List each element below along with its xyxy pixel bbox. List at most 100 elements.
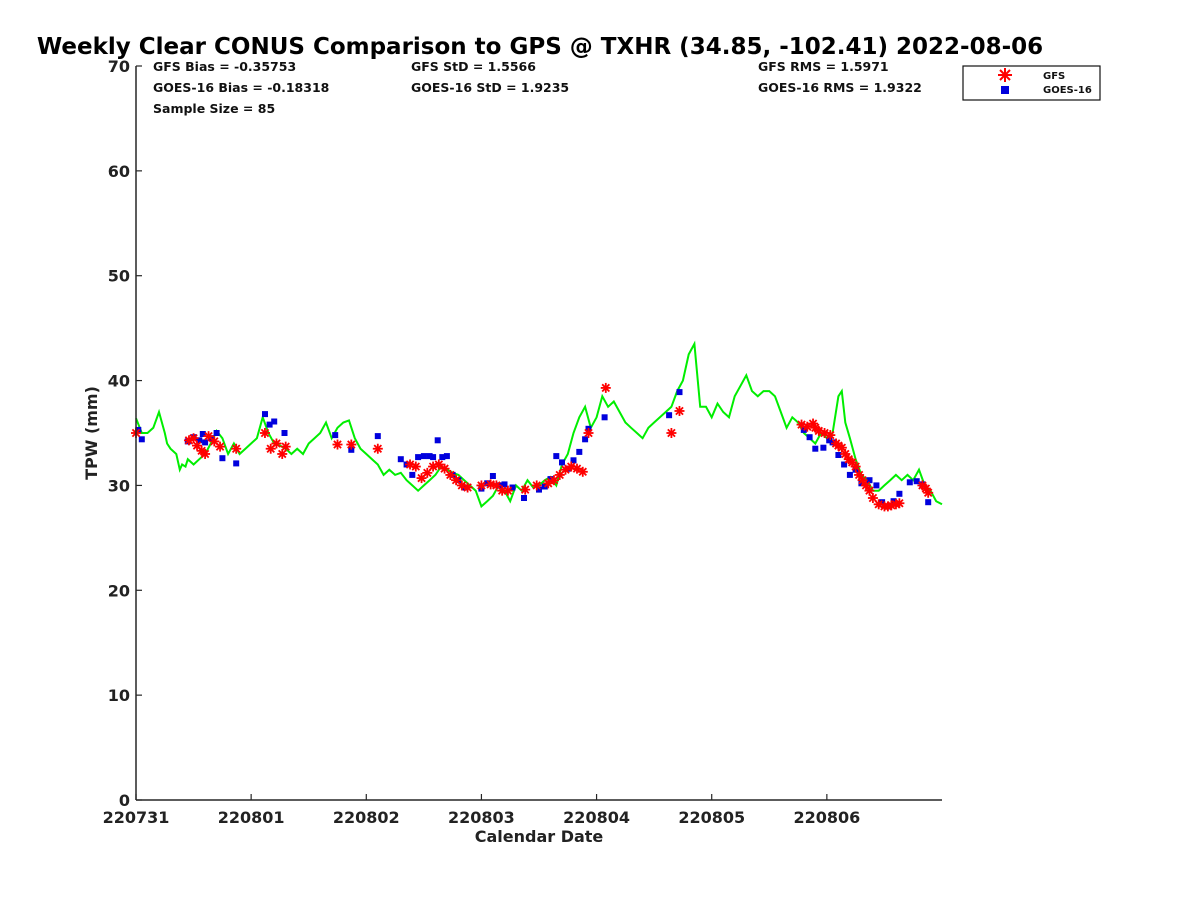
y-tick-label: 0 bbox=[119, 791, 130, 810]
goes16-point bbox=[879, 499, 886, 506]
goes16-point bbox=[420, 453, 427, 460]
goes16-point bbox=[925, 499, 932, 506]
gfs-point bbox=[864, 485, 875, 496]
x-axis-label: Calendar Date bbox=[475, 827, 604, 846]
gfs-point bbox=[825, 430, 836, 441]
legend-gfs-marker bbox=[998, 68, 1012, 82]
gfs-point bbox=[840, 448, 851, 459]
gfs-point bbox=[372, 443, 383, 454]
goes16-point bbox=[426, 453, 433, 460]
goes16-point bbox=[666, 412, 673, 419]
goes16-point bbox=[835, 452, 842, 458]
stat-goes-std: GOES-16 StD = 1.9235 bbox=[411, 80, 569, 95]
gfs-point bbox=[422, 467, 433, 478]
goes16-point bbox=[219, 455, 226, 462]
goes16-point bbox=[443, 453, 450, 460]
goes16-point bbox=[570, 457, 577, 464]
gfs-point bbox=[231, 443, 242, 454]
x-tick-label: 220805 bbox=[678, 808, 745, 827]
gfs-point bbox=[577, 466, 588, 477]
goes16-point bbox=[820, 444, 827, 451]
gfs-point bbox=[410, 461, 421, 472]
goes16-point bbox=[332, 432, 339, 439]
goes16-point bbox=[397, 456, 404, 463]
goes16-point bbox=[430, 454, 437, 461]
y-tick-label: 60 bbox=[108, 162, 130, 181]
gfs-point bbox=[502, 485, 513, 496]
gfs-point bbox=[861, 480, 872, 491]
goes16-point bbox=[559, 459, 565, 466]
y-tick-label: 20 bbox=[108, 581, 130, 600]
goes16-point bbox=[202, 439, 209, 446]
goes16-point bbox=[812, 445, 819, 452]
goes16-point bbox=[846, 471, 853, 478]
x-ticks: 220731 220801 220802 220803 220804 220805 2208… bbox=[103, 794, 860, 827]
goes16-point bbox=[348, 446, 355, 453]
gfs-point bbox=[867, 493, 878, 504]
legend-goes-marker bbox=[1001, 86, 1009, 94]
gfs-point bbox=[215, 441, 226, 452]
gfs-point bbox=[280, 441, 291, 452]
stat-goes-bias: GOES-16 Bias = -0.18318 bbox=[153, 80, 329, 95]
goes16-point bbox=[415, 454, 422, 461]
stat-sample-size: Sample Size = 85 bbox=[153, 101, 275, 116]
gfs-point bbox=[332, 439, 343, 450]
goes16-point bbox=[374, 433, 381, 440]
goes16-point bbox=[536, 486, 542, 493]
chart-title: Weekly Clear CONUS Comparison to GPS @ T… bbox=[37, 34, 1043, 60]
goes16-point bbox=[501, 481, 508, 488]
gfs-point bbox=[277, 448, 288, 459]
goes16-point bbox=[896, 490, 903, 497]
goes16-point bbox=[521, 495, 527, 501]
goes16-point bbox=[906, 479, 913, 486]
gfs-point bbox=[271, 438, 282, 449]
goes16-point bbox=[409, 471, 416, 478]
gfs-point bbox=[600, 382, 611, 393]
goes16-point bbox=[553, 453, 560, 460]
goes16-point bbox=[564, 465, 571, 472]
goes16-point bbox=[806, 434, 813, 441]
goes16-point bbox=[829, 439, 836, 446]
gfs-point bbox=[674, 405, 685, 416]
gfs-point bbox=[894, 498, 905, 509]
gfs-series bbox=[131, 382, 934, 512]
stat-gfs-std: GFS StD = 1.5566 bbox=[411, 59, 536, 74]
goes16-point bbox=[547, 476, 554, 483]
y-tick-label: 10 bbox=[108, 686, 130, 705]
goes16-point bbox=[873, 482, 880, 489]
gfs-point bbox=[531, 480, 542, 491]
gfs-point bbox=[836, 442, 847, 453]
goes16-point bbox=[271, 418, 278, 425]
gfs-point bbox=[491, 480, 502, 491]
y-tick-label: 50 bbox=[108, 267, 130, 286]
goes16-series bbox=[135, 389, 932, 510]
gfs-point bbox=[346, 439, 357, 450]
x-tick-label: 220803 bbox=[448, 808, 515, 827]
goes16-point bbox=[489, 473, 496, 479]
gfs-point bbox=[850, 461, 861, 472]
goes16-point bbox=[266, 421, 273, 428]
y-tick-label: 40 bbox=[108, 372, 130, 391]
gfs-point bbox=[520, 484, 531, 495]
stat-goes-rms: GOES-16 RMS = 1.9322 bbox=[758, 80, 922, 95]
goes16-point bbox=[858, 480, 865, 487]
gfs-point bbox=[548, 475, 559, 486]
y-ticks: 0 10 20 30 40 50 60 70 bbox=[108, 57, 142, 810]
legend-goes-label: GOES-16 bbox=[1043, 85, 1092, 96]
x-tick-label: 220731 bbox=[103, 808, 170, 827]
gfs-point bbox=[439, 463, 450, 474]
gfs-point bbox=[476, 480, 487, 491]
goes16-point bbox=[281, 430, 288, 436]
x-tick-label: 220802 bbox=[333, 808, 400, 827]
gfs-point bbox=[462, 482, 473, 493]
goes16-point bbox=[509, 484, 516, 491]
goes16-point bbox=[601, 414, 608, 421]
goes16-point bbox=[676, 389, 683, 396]
gfs-point bbox=[923, 487, 934, 498]
legend-box bbox=[962, 65, 1101, 101]
goes16-point bbox=[434, 437, 441, 444]
x-tick-label: 220801 bbox=[218, 808, 285, 827]
goes16-point bbox=[576, 448, 583, 455]
gfs-point bbox=[583, 428, 594, 438]
